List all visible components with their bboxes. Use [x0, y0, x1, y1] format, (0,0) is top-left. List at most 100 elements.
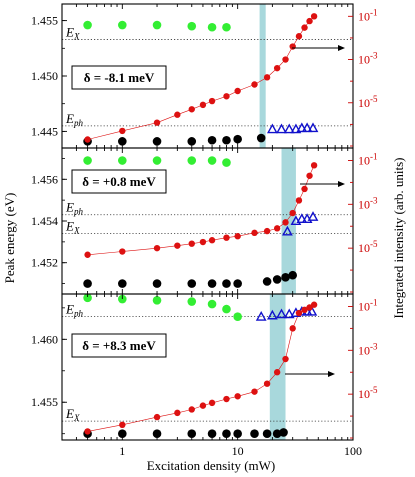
- intensity-point: [84, 251, 91, 258]
- level-label-subscript: ph: [73, 207, 84, 217]
- intensity-point: [84, 136, 91, 143]
- intensity-point: [208, 237, 216, 244]
- right-tick-exponent: -1: [370, 297, 378, 307]
- polariton-point: [83, 279, 92, 288]
- intensity-point: [282, 355, 289, 363]
- intensity-point: [282, 56, 289, 63]
- intensity-point: [188, 240, 195, 247]
- photon-triangle: [266, 309, 278, 320]
- intensity-point: [289, 43, 296, 50]
- frame-layer: [61, 3, 354, 441]
- polariton-point: [256, 133, 266, 143]
- polariton-point: [272, 429, 282, 439]
- reference-line-layer: [62, 39, 353, 422]
- level-label: EX: [65, 219, 80, 236]
- polariton-point: [262, 429, 272, 439]
- exciton-point: [187, 21, 197, 31]
- detuning-label: δ = +0.8 meV: [82, 174, 156, 189]
- y-tick-label: 1.454: [31, 214, 58, 228]
- intensity-point: [174, 409, 181, 417]
- polariton-point: [222, 429, 231, 439]
- polariton-point: [233, 134, 242, 144]
- right-tick-base: 10: [358, 343, 370, 357]
- polariton-point: [152, 279, 162, 288]
- intensity-point: [234, 233, 241, 240]
- polariton-point: [207, 135, 217, 145]
- polariton-point: [118, 429, 127, 439]
- level-label: Eph: [65, 302, 83, 319]
- intensity-point: [223, 234, 230, 241]
- photon-triangle: [296, 122, 308, 133]
- exciton-point: [207, 22, 217, 32]
- right-tick-label: 10-5: [358, 94, 378, 110]
- intensity-point: [273, 225, 281, 232]
- exciton-point: [187, 297, 197, 306]
- right-tick-exponent: -3: [370, 195, 378, 205]
- intensity-point: [301, 306, 308, 314]
- polariton-point: [222, 135, 231, 145]
- intensity-point: [119, 248, 126, 255]
- right-tick-exponent: -5: [370, 385, 378, 395]
- intensity-point: [306, 172, 313, 179]
- intensity-point: [273, 369, 281, 376]
- level-label-subscript: X: [73, 413, 80, 423]
- intensity-point: [301, 185, 308, 193]
- intensity-point: [310, 13, 318, 20]
- x-tick-label: 10: [232, 444, 244, 458]
- exciton-point: [207, 299, 217, 309]
- y-tick-label: 1.455: [31, 14, 58, 28]
- level-label: Eph: [65, 200, 83, 217]
- level-label: EX: [65, 24, 80, 41]
- axis-arrowhead: [338, 45, 345, 51]
- intensity-point: [188, 106, 195, 113]
- photon-triangle: [296, 213, 308, 223]
- shaded-band: [269, 294, 286, 440]
- right-tick-label: 10-3: [358, 341, 378, 357]
- y-axis-label-left: Peak energy (eV): [2, 193, 17, 284]
- x-tick-label: 1: [119, 444, 125, 458]
- polariton-point: [118, 279, 127, 288]
- polariton-point: [281, 273, 290, 282]
- exciton-point: [233, 312, 242, 321]
- photon-triangle: [283, 308, 295, 319]
- intensity-point: [153, 413, 161, 421]
- polariton-point: [288, 270, 297, 280]
- level-label-base: E: [65, 406, 74, 421]
- x-tick-label: 100: [344, 444, 362, 458]
- polariton-point: [207, 429, 217, 439]
- intensity-point: [199, 402, 207, 409]
- intensity-point: [301, 24, 308, 31]
- y-tick-label: 1.455: [31, 395, 58, 409]
- right-tick-base: 10: [358, 9, 370, 23]
- intensity-point: [251, 229, 258, 237]
- photon-triangle: [266, 123, 278, 134]
- right-tick-label: 10-1: [358, 297, 378, 313]
- level-label-base: E: [65, 24, 74, 39]
- intensity-point: [310, 301, 318, 308]
- intensity-point: [234, 87, 241, 95]
- right-tick-label: 10-3: [358, 195, 378, 211]
- level-label-base: E: [65, 200, 74, 215]
- level-label-base: E: [65, 302, 74, 317]
- photon-triangle: [290, 123, 302, 134]
- intensity-point: [251, 81, 258, 88]
- intensity-point: [174, 111, 181, 118]
- right-tick-exponent: -5: [370, 239, 378, 249]
- intensity-point: [295, 197, 303, 204]
- y-tick-label: 1.450: [31, 69, 58, 83]
- exciton-point: [118, 294, 127, 304]
- exciton-point: [83, 156, 92, 165]
- axis-arrowhead: [338, 181, 345, 187]
- intensity-point: [84, 428, 91, 435]
- exciton-point: [118, 156, 127, 165]
- polariton-point: [222, 279, 231, 288]
- intensity-point: [119, 421, 126, 429]
- detuning-label: δ = -8.1 meV: [84, 70, 155, 85]
- intensity-point: [289, 325, 296, 332]
- level-label: Eph: [65, 111, 83, 128]
- right-tick-label: 10-5: [358, 239, 378, 255]
- right-tick-base: 10: [358, 299, 370, 313]
- intensity-point: [153, 119, 161, 126]
- polariton-point: [187, 137, 197, 146]
